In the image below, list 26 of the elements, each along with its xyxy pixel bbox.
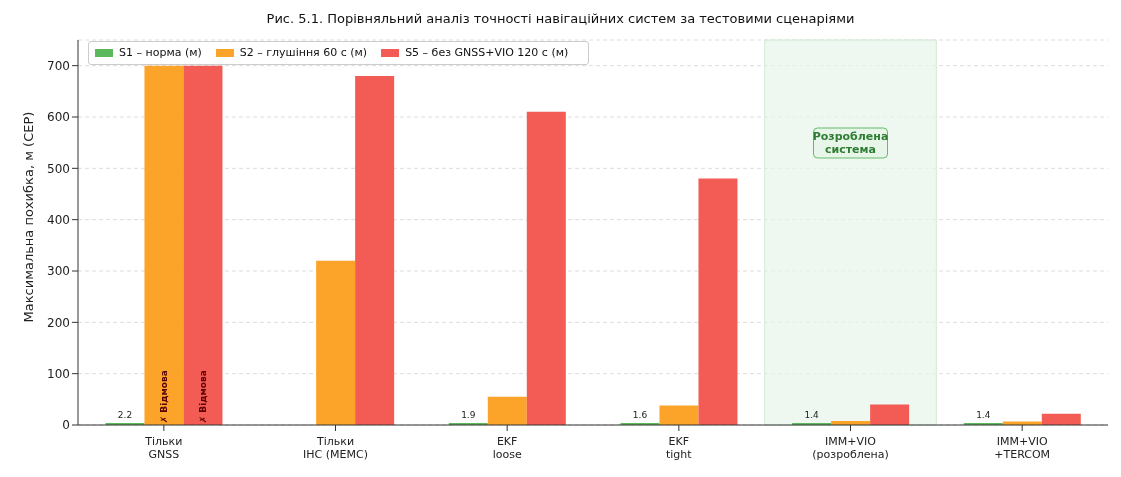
x-tick-label: EKF tight: [666, 435, 693, 461]
chart-title: Рис. 5.1. Порівняльний аналіз точності навігаційних систем за тестовими сценаріями: [265, 10, 856, 28]
legend-label: S1 – норма (м): [119, 45, 202, 60]
data-label: 1.6: [632, 410, 648, 420]
y-tick-label: 0: [62, 418, 70, 433]
legend-label: S2 – глушіння 60 с (м): [239, 45, 368, 60]
y-tick-label: 300: [47, 264, 70, 279]
legend-label: S5 – без GNSS+VIO 120 с (м): [405, 45, 569, 60]
x-tick-label: IMM+VIO (розроблена): [812, 435, 889, 461]
x-tick-label: EKF loose: [492, 435, 522, 461]
y-axis-title: Максимальна похибка, м (CEP): [20, 111, 36, 323]
data-label: 1.4: [804, 410, 820, 420]
y-tick-label: 100: [47, 366, 70, 381]
data-label: 1.9: [461, 410, 476, 420]
x-tick-label: Тільки ІНС (МЕМС): [303, 435, 368, 461]
y-tick-label: 700: [47, 58, 70, 73]
annotation: ✗ Відмова: [158, 370, 169, 424]
x-tick-label: IMM+VIO +TERCOM: [994, 435, 1051, 461]
data-label: 2.2: [117, 410, 133, 420]
y-tick-label: 400: [47, 212, 70, 227]
x-tick-label: Тільки GNSS: [144, 435, 183, 461]
annotation: ✗ Відмова: [197, 370, 208, 424]
y-tick-label: 200: [47, 315, 70, 330]
y-tick-label: 600: [47, 110, 70, 125]
y-tick-label: 500: [47, 161, 70, 176]
data-label: 1.4: [976, 410, 991, 420]
